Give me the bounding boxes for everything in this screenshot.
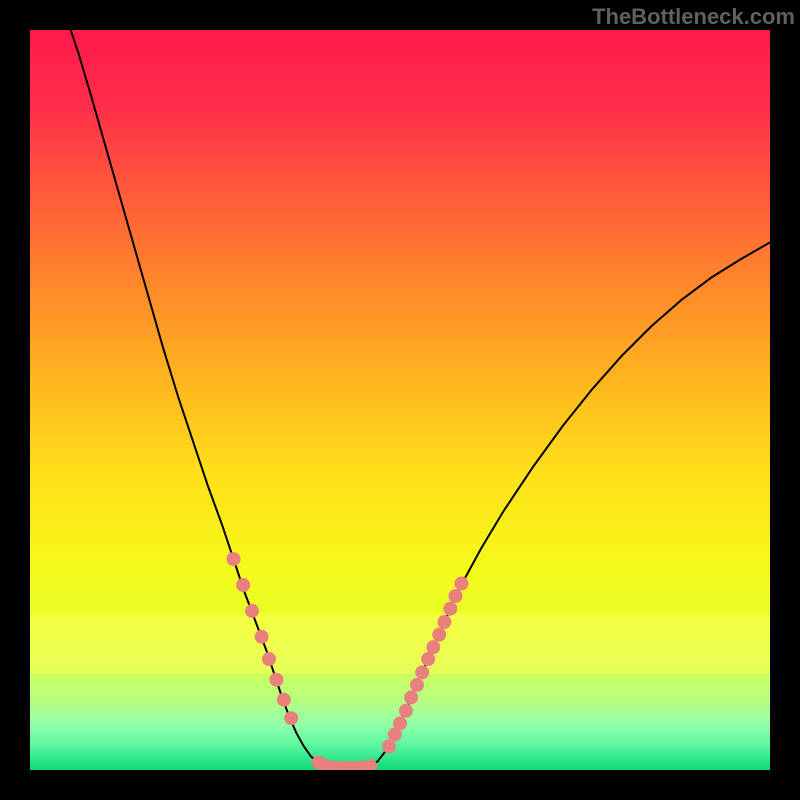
data-marker (262, 652, 276, 666)
data-marker (426, 640, 440, 654)
data-marker (393, 716, 407, 730)
data-marker (227, 552, 241, 566)
data-marker (236, 578, 250, 592)
data-marker (415, 665, 429, 679)
data-marker (404, 690, 418, 704)
data-marker (437, 615, 451, 629)
data-marker (255, 630, 269, 644)
data-marker (410, 678, 424, 692)
data-marker (284, 711, 298, 725)
data-marker (277, 693, 291, 707)
data-marker (449, 589, 463, 603)
chart-svg (30, 30, 770, 770)
data-marker (443, 602, 457, 616)
data-marker (382, 739, 396, 753)
plot-area (30, 30, 770, 770)
watermark-text: TheBottleneck.com (592, 4, 795, 30)
data-marker (454, 577, 468, 591)
data-marker (432, 628, 446, 642)
data-marker (399, 704, 413, 718)
data-marker (269, 673, 283, 687)
highlight-band (30, 615, 770, 674)
data-marker (245, 604, 259, 618)
